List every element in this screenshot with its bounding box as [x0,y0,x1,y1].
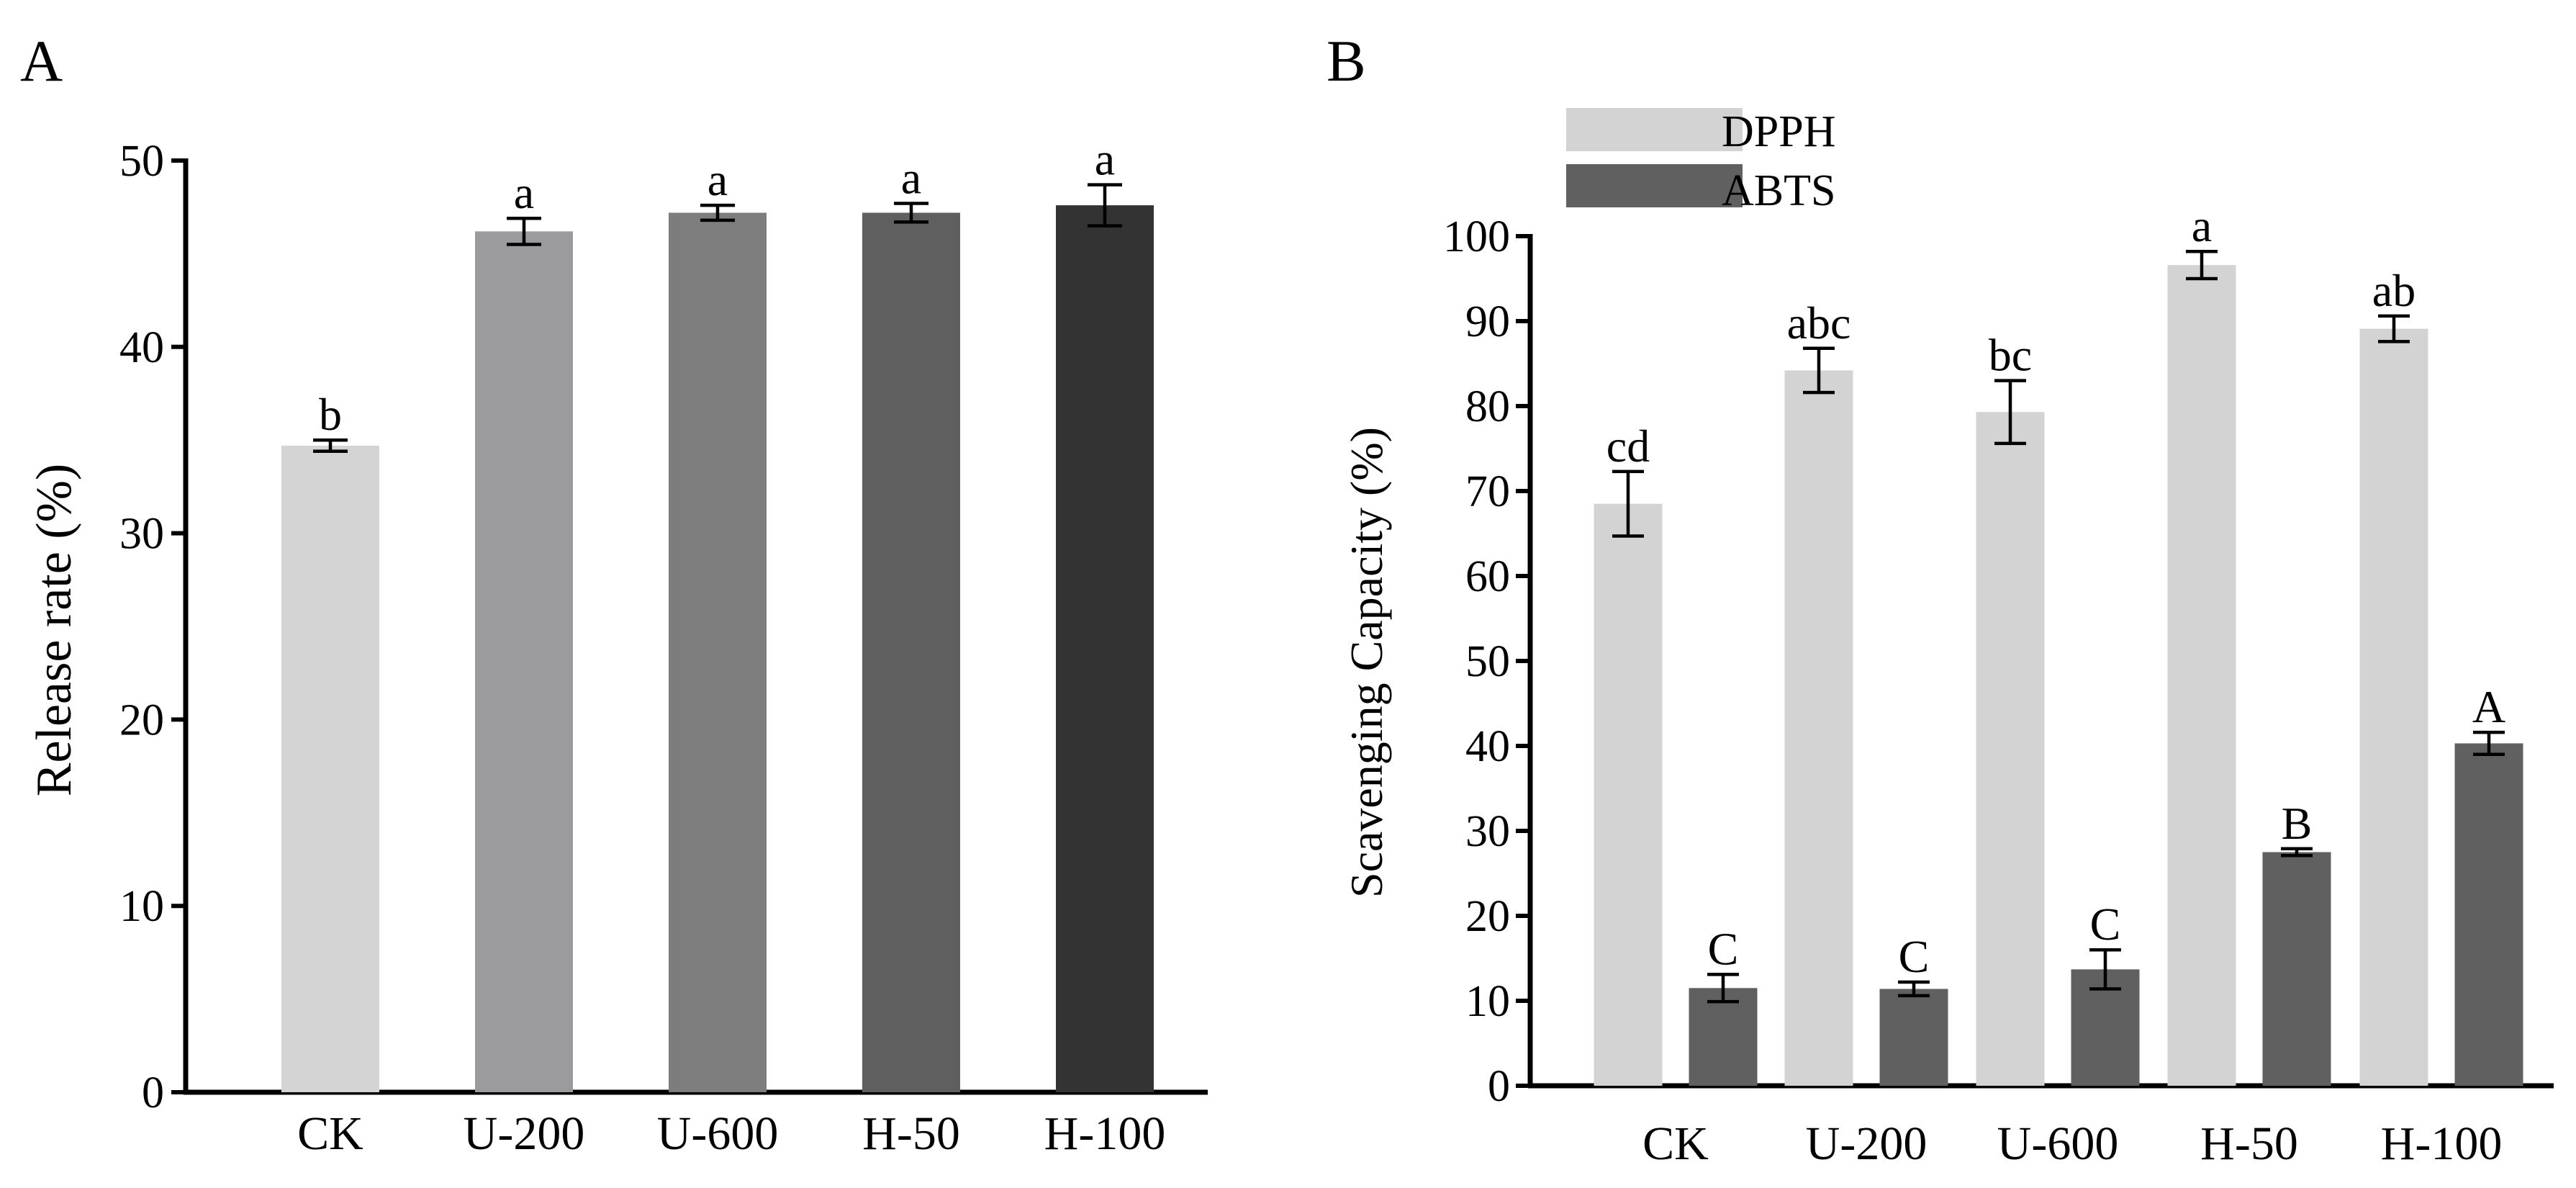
panel-b-y-tick-label: 10 [1465,977,1510,1026]
panel-a-error-bar [313,438,348,453]
panel-a-x-tick-label: U-600 [657,1107,779,1160]
panel-b-error-bar [1994,379,2026,446]
panel-b-bar-dpph-ck [1594,503,1663,1086]
panel-a-bars: b a a a a [281,134,1154,1092]
panel-b-error-bar [1898,980,1930,998]
panel-a-y-tick-label: 40 [119,323,164,372]
legend-swatch-abts [1566,164,1743,207]
panel-b-significance-label: C [2090,899,2121,950]
panel-a-error-bar [1088,183,1122,228]
panel-b-error-bar [2186,249,2218,281]
panel-b-error-bar [2089,948,2121,991]
panel-b-y-tick-label: 30 [1465,807,1510,856]
panel-a-y-tick-label: 10 [119,882,164,931]
panel-b-significance-label: a [2192,200,2212,251]
panel-b-significance-label: A [2472,681,2505,732]
panel-a-y-axis-label: Release rate (%) [27,464,82,797]
panel-b-bar-dpph-u-600 [1976,412,2045,1086]
panel-b-error-bar [2281,847,2313,858]
panel-b-y-tick-label: 50 [1465,637,1510,686]
panel-a-error-bar [507,216,541,246]
panel-b-significance-label: abc [1787,297,1851,348]
panel-a-significance-label: a [708,154,728,205]
panel-b-legend: DPPH ABTS [1566,107,1836,215]
panel-a-significance-label: a [514,167,534,218]
panel-b-error-bar [2473,730,2505,757]
panel-a-x-tick-label: H-50 [862,1107,960,1160]
panel-a-bar-u-200 [475,231,573,1092]
panel-a-bar-ck [281,445,379,1092]
legend-swatch-dpph [1566,108,1743,151]
panel-b-bar-abts-h-100 [2454,743,2523,1086]
legend-label-abts: ABTS [1722,166,1835,215]
panel-b-error-bar [1612,469,1644,538]
panel-b-significance-label: C [1899,931,1930,982]
panel-a-significance-label: b [319,389,342,440]
panel-b-y-tick-label: 80 [1465,382,1510,431]
panel-b-significance-label: ab [2372,265,2415,316]
panel-a-y-tick-label: 30 [119,510,164,559]
panel-a-chart: A 0 10 20 30 40 50 CK U-200 U-600 H-50 H-100 b a a a a… [20,28,1208,1160]
panel-a-bar-h-100 [1056,205,1154,1092]
panel-b-error-bar [1803,346,1835,395]
panel-b-y-tick-label: 60 [1465,552,1510,601]
panel-a-x-tick-label: H-100 [1044,1107,1166,1160]
panel-a-y-tick-label: 20 [119,696,164,744]
panel-a-x-tick-label: CK [297,1107,363,1160]
panel-a-error-bar [700,203,735,222]
panel-b-significance-label: B [2282,798,2313,849]
panel-b-bar-abts-u-200 [1879,989,1948,1086]
panel-a-error-bar [894,202,928,224]
panel-b-x-tick-label: U-600 [1997,1117,2119,1170]
panel-a-significance-label: a [1095,134,1115,185]
panel-a-label: A [20,28,63,94]
panel-b-significance-label: cd [1606,420,1650,472]
panel-b-bar-dpph-h-100 [2359,328,2428,1086]
panel-b-label: B [1327,28,1366,94]
panel-b-bar-abts-h-50 [2262,852,2331,1086]
panel-b-y-tick-label: 100 [1443,212,1510,261]
panel-b-y-tick-label: 0 [1488,1062,1510,1111]
panel-a-bar-h-50 [862,212,960,1092]
panel-b-bar-dpph-u-200 [1784,370,1853,1086]
panel-a-significance-label: a [901,153,921,204]
panel-b-error-bar [2378,314,2410,343]
panel-b-x-tick-label: U-200 [1806,1117,1928,1170]
panel-a-x-tick-label: U-200 [464,1107,585,1160]
panel-b-y-tick-label: 70 [1465,467,1510,516]
panel-b-error-bar [1707,973,1739,1004]
panel-b-bar-dpph-h-50 [2167,265,2236,1086]
panel-a-bar-u-600 [669,212,767,1092]
legend-label-dpph: DPPH [1722,107,1836,156]
panel-b-y-tick-label: 90 [1465,297,1510,346]
panel-b-significance-label: C [1708,923,1739,974]
panel-b-x-tick-label: CK [1642,1117,1709,1170]
panel-b-y-axis-label: Scavenging Capacity (%) [1341,427,1392,898]
panel-a-y-tick-label: 50 [119,137,164,186]
panel-b-x-tick-label: H-100 [2381,1117,2503,1170]
panel-a-y-tick-label: 0 [142,1068,164,1117]
panel-b-bar-abts-ck [1689,988,1758,1086]
panel-a-axes: 0 10 20 30 40 50 CK U-200 U-600 H-50 H-100 [119,137,1208,1160]
panel-b-y-tick-label: 40 [1465,722,1510,771]
panel-b-significance-label: bc [1989,330,2032,381]
panel-b-chart: B DPPH ABTS 0 10 20 30 40 50 60 70 80 90 100 CK U-20… [1327,28,2554,1170]
panel-b-y-tick-label: 20 [1465,892,1510,941]
panel-b-x-tick-label: H-50 [2200,1117,2298,1170]
